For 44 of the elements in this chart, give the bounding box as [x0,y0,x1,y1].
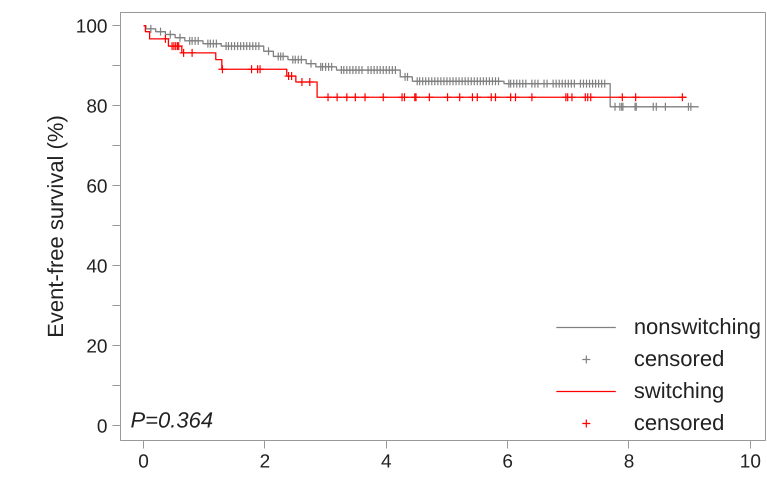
point [246,64,256,74]
point [424,92,434,102]
point [297,77,307,87]
point [218,64,228,74]
y-axis-title: Event-free survival (%) [42,115,68,338]
point [527,92,536,102]
x-tick-label: 6 [502,452,513,472]
point [618,92,627,102]
y-tick-label: 100 [76,16,108,38]
y-tick-label: 60 [86,176,108,198]
x-tick-label: 10 [740,452,761,472]
y-tick-label: 20 [86,336,108,358]
legend-label: censored [634,410,724,436]
legend-label: nonswitching [634,314,761,340]
point [160,34,170,44]
point [179,48,188,58]
y-tick-label: 80 [86,96,108,118]
point [332,92,342,102]
point [442,92,452,102]
x-tick-label: 2 [260,452,270,472]
legend-label: switching [634,378,724,404]
x-tick-label: 4 [380,452,392,472]
point [350,92,360,102]
x-tick-label: 8 [624,452,634,472]
point [455,92,464,102]
point [510,92,520,102]
y-tick-label: 0 [96,416,108,438]
point [342,92,352,102]
y-tick-label: 40 [86,256,108,278]
point [171,41,180,51]
point [305,77,314,87]
point [255,64,265,74]
point [378,92,388,102]
x-tick-label: 0 [138,452,149,472]
point [323,92,333,102]
annotation: P=0.364 [130,408,214,432]
legend-label: censored [634,346,724,372]
point [287,71,296,81]
point [360,92,370,102]
point [400,92,410,102]
point [490,92,500,102]
point [188,48,197,58]
point [631,92,640,102]
point [472,92,482,102]
